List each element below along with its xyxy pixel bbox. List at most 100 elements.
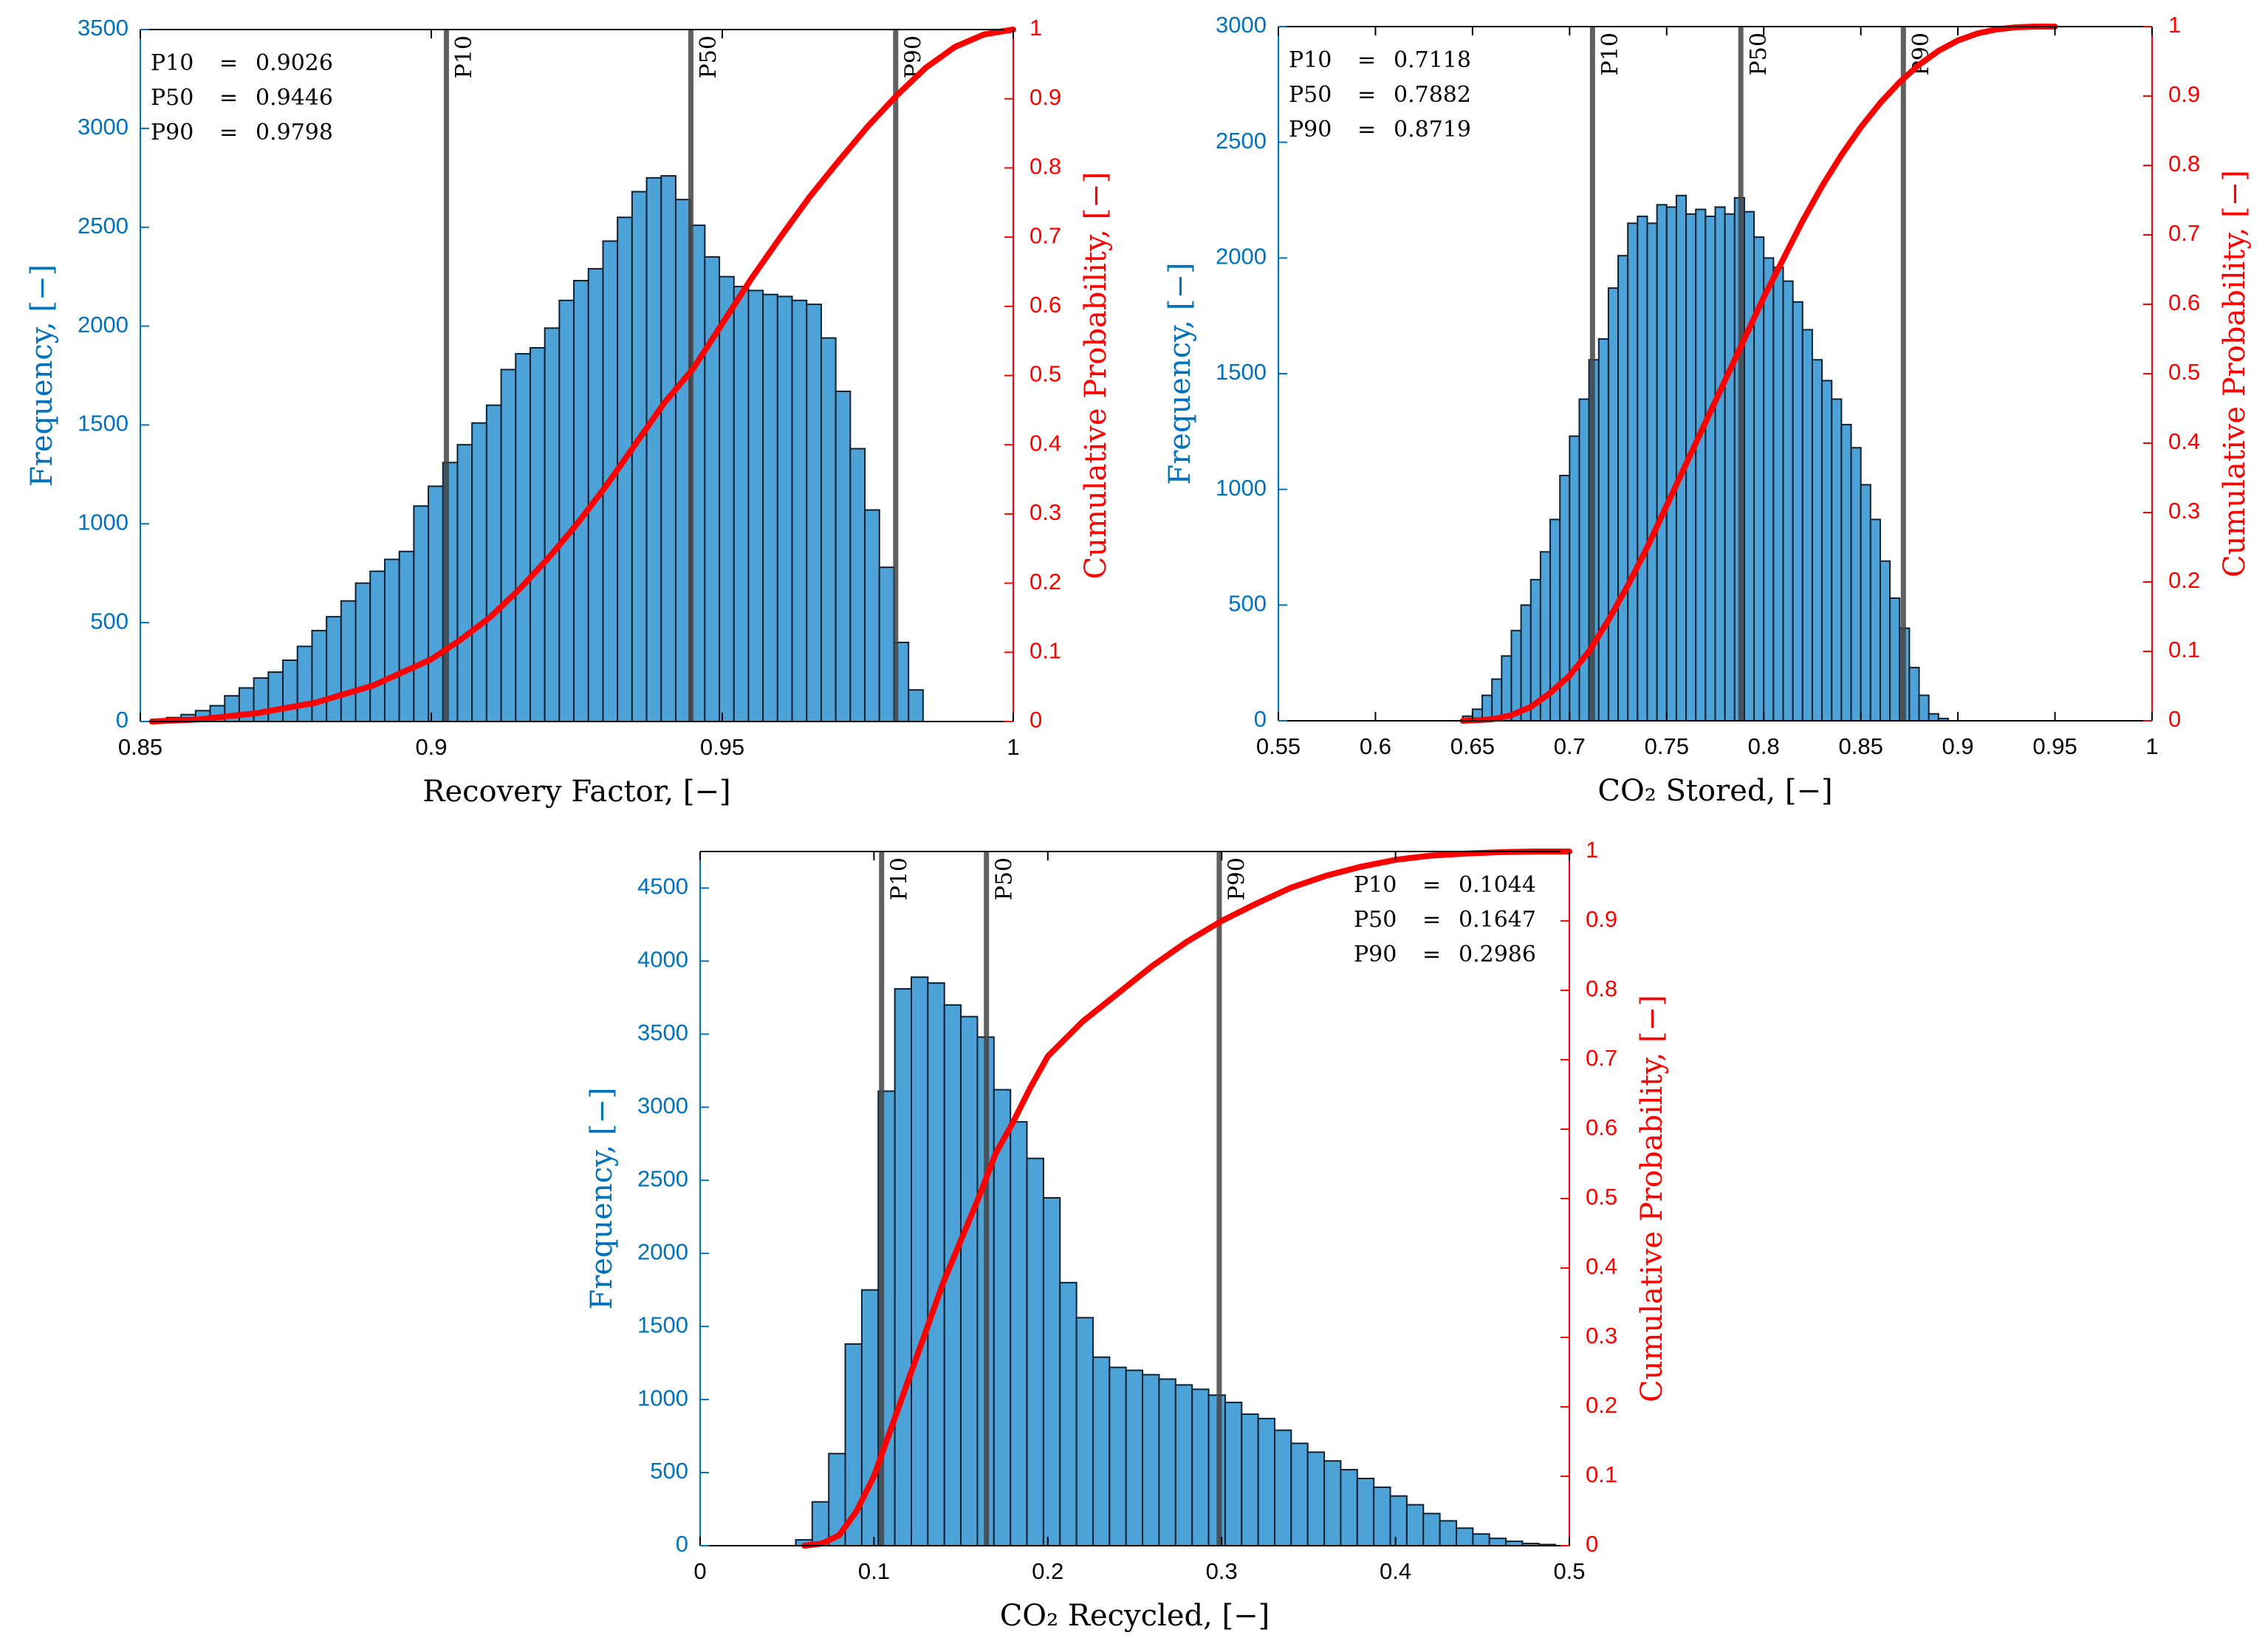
histogram-bar [645,177,662,723]
histogram-bar [1665,206,1677,722]
stat-equals: = [1357,47,1376,73]
y-tick-label: 1500 [637,1312,688,1337]
histogram-bar [383,558,400,722]
y2-tick-label: 0 [2168,706,2181,732]
histogram-bar [1646,222,1658,722]
histogram-bar [1488,1538,1507,1547]
x-tick-label: 0.9 [1942,733,1974,759]
histogram-bar [413,505,430,722]
histogram-bar [1472,1533,1490,1546]
histogram-bar [369,570,386,722]
y2-tick-label: 0.8 [2168,151,2200,177]
histogram-bar [631,191,648,722]
percentile-line-label: P10 [886,857,912,900]
histogram-bar [500,369,517,722]
histogram-bar [762,293,778,722]
histogram-bar [1578,398,1590,722]
x-tick-label: 0.6 [1360,733,1391,759]
y-tick-label: 2500 [1216,128,1267,154]
histogram-bar [1373,1486,1391,1546]
y2-tick-label: 0.6 [1029,292,1061,318]
y2-tick-label: 0.9 [1029,84,1061,110]
stat-name: P50 [151,85,193,111]
histogram-bar [864,509,880,722]
histogram-bar [1241,1413,1259,1547]
y-tick-label: 500 [90,608,129,634]
stat-name: P90 [1289,117,1332,143]
histogram-bar [267,671,284,723]
y-tick-label: 2000 [637,1238,688,1264]
histogram-bar [908,689,924,722]
percentile-line-label: P10 [1597,32,1623,75]
y-tick-label: 0 [116,707,129,733]
y2-tick-label: 0.6 [2168,289,2200,315]
x-tick-label: 1 [2145,733,2158,759]
cumulative-probability-curve [1459,24,2058,724]
y2-axis-label: Cumulative Probability, [−] [1079,172,1113,580]
stat-equals: = [1422,907,1441,933]
y-tick-label: 4500 [637,874,688,899]
y2-tick-label: 0.1 [1586,1461,1617,1487]
stat-equals: = [1357,117,1376,143]
y2-tick-label: 0.4 [2168,428,2200,454]
x-tick-label: 0.4 [1380,1558,1411,1584]
stat-value: 0.1647 [1459,907,1536,933]
histogram-bar [660,175,676,723]
histogram-bar [1340,1469,1358,1546]
y-tick-label: 1000 [1216,475,1267,501]
histogram-bar [1075,1317,1094,1547]
histogram-bar [558,299,575,722]
y2-tick-label: 0.9 [2168,81,2200,107]
y-tick-label: 0 [1254,706,1267,732]
histogram-bar [1724,213,1736,722]
stat-value: 0.1044 [1459,872,1536,898]
stat-name: P90 [1354,942,1397,967]
y-tick-label: 3500 [78,15,129,41]
histogram-bar [1274,1429,1292,1547]
histogram-bar [1092,1356,1111,1546]
y-tick-label: 1500 [1216,359,1267,385]
y2-tick-label: 0.5 [1029,361,1061,387]
y2-tick-label: 0.5 [1586,1184,1617,1210]
histogram-bar [960,1015,979,1546]
histogram-bar [1908,666,1920,722]
stat-name: P10 [1289,47,1332,73]
histogram-bar [1772,266,1784,722]
y2-tick-label: 0.3 [1586,1323,1617,1349]
histogram-bar [1520,604,1532,722]
y-tick-label: 2000 [1216,244,1267,270]
y-tick-label: 3000 [637,1093,688,1119]
y-tick-label: 2500 [637,1165,688,1191]
histogram-bar [1042,1197,1061,1546]
histogram-bars [795,976,1557,1547]
histogram-bar [1607,287,1620,722]
y2-tick-label: 0.2 [2168,567,2200,593]
histogram-bar [927,982,945,1546]
histogram-bar [1158,1378,1176,1547]
y2-tick-label: 0.7 [1029,222,1061,248]
histogram-bars [151,175,924,723]
y2-tick-label: 0.4 [1029,430,1061,456]
x-tick-label: 0.55 [1256,733,1301,759]
histogram-bar [894,988,913,1546]
y-tick-label: 3000 [78,114,129,140]
histogram-bar [1821,380,1833,722]
y2-tick-label: 0.8 [1586,976,1617,1001]
stat-value: 0.9798 [256,120,333,145]
y2-tick-label: 0 [1029,707,1042,733]
histogram-bar [1510,629,1522,722]
histogram-bar [820,337,837,722]
stat-name: P50 [1289,82,1332,108]
y2-tick-label: 1 [1586,837,1598,863]
histogram-bar [1782,280,1794,722]
histogram-bar [1290,1442,1309,1546]
y2-tick-label: 0.9 [1586,906,1617,932]
histogram-bar [428,485,444,722]
histogram-bar [1491,678,1503,722]
y-tick-label: 0 [676,1531,688,1557]
y-tick-label: 3500 [637,1020,688,1046]
histogram-bar [1306,1451,1326,1546]
histogram-bar [1455,1527,1474,1546]
